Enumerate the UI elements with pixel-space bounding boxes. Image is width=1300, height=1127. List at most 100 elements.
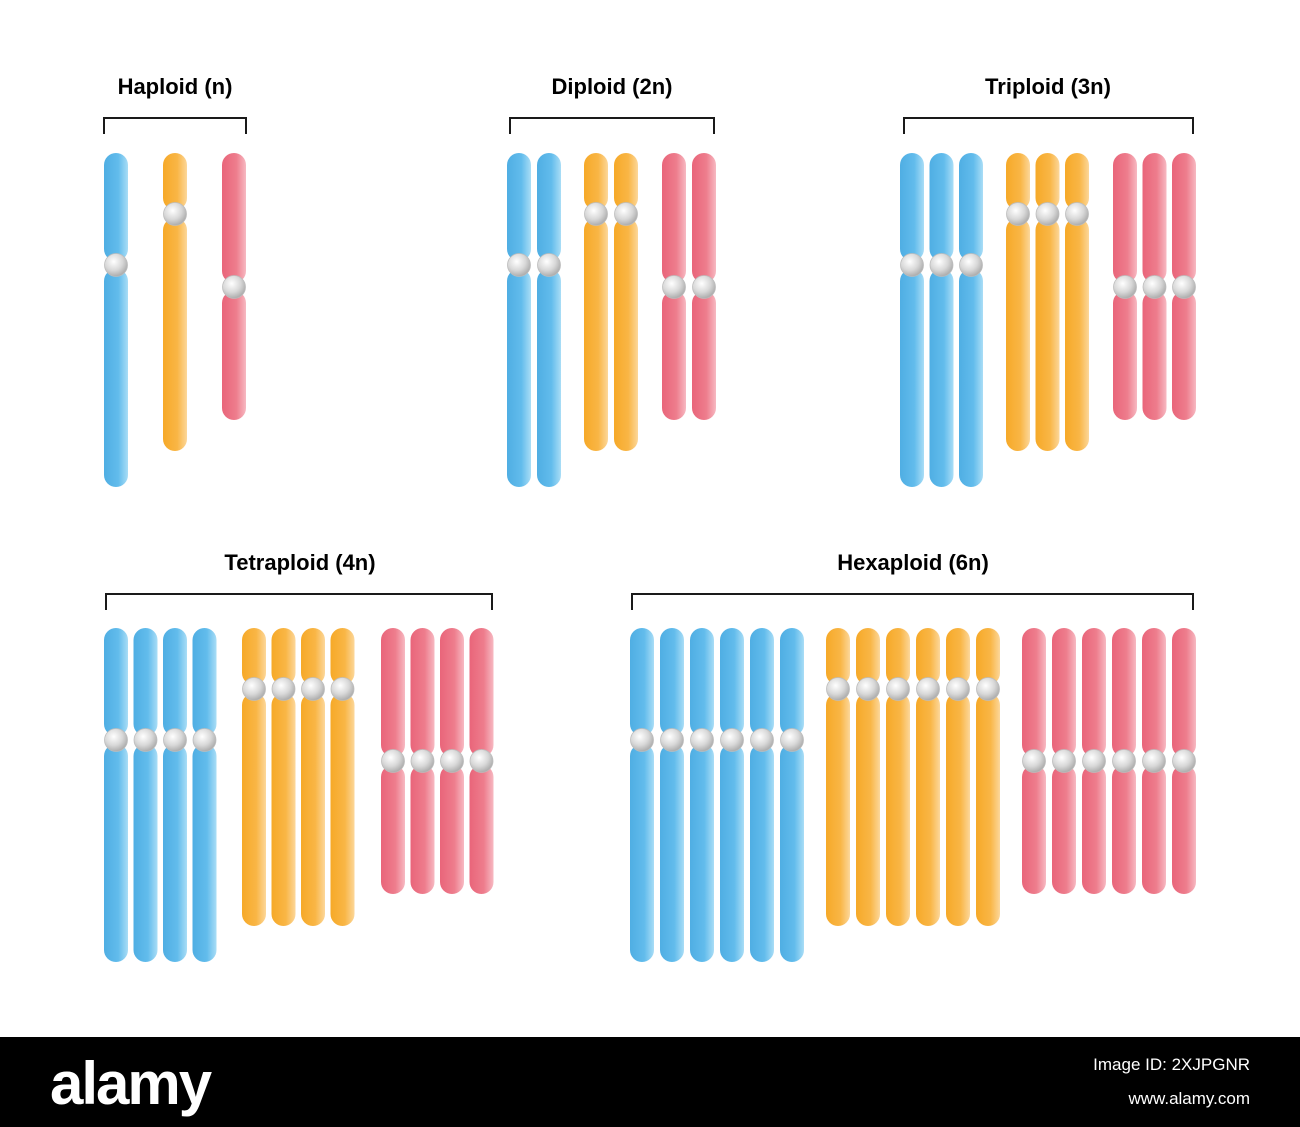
blue-chromosome [959, 153, 983, 487]
chromosome-arm-upper [1035, 153, 1060, 210]
blue-chromosome [690, 628, 714, 962]
tetraploid-title: Tetraploid (4n) [224, 550, 375, 575]
chromosome-arm-upper [410, 628, 435, 757]
blue-chromosome [537, 153, 561, 487]
centromere [584, 202, 608, 226]
chromosome-arm-upper [222, 153, 246, 283]
centromere [271, 677, 296, 701]
watermark-logo: alamy [50, 1050, 212, 1117]
orange-chromosome [584, 153, 608, 451]
chromosome-arm-lower [690, 744, 714, 962]
orange-chromosome [1006, 153, 1030, 451]
red-chromosome-group [222, 153, 246, 420]
orange-chromosome-group [584, 153, 638, 451]
chromosome-arm-lower [381, 765, 405, 894]
chromosome-arm-lower [660, 744, 684, 962]
chromosome-arm-lower [1172, 291, 1196, 420]
chromosome-arm-upper [660, 628, 684, 736]
chromosome-arm-lower [104, 269, 128, 487]
blue-chromosome [929, 153, 954, 487]
chromosome-arm-lower [1142, 765, 1166, 894]
orange-chromosome [614, 153, 638, 451]
chromosome-arm-lower [163, 218, 187, 451]
chromosome-arm-lower [826, 693, 850, 926]
red-chromosome [1142, 628, 1166, 894]
chromosome-arm-upper [692, 153, 716, 283]
centromere [301, 677, 325, 701]
centromere [1052, 749, 1076, 773]
chromosome-arm-upper [886, 628, 910, 685]
centromere [826, 677, 850, 701]
chromosome-arm-lower [692, 291, 716, 420]
centromere [976, 677, 1000, 701]
chromosome-arm-upper [946, 628, 970, 685]
orange-chromosome [163, 153, 187, 451]
chromosome-arm-upper [1172, 153, 1196, 283]
ploidy-diagram: Haploid (n) Diploid (2n) Triploid (3n) T… [103, 74, 1196, 962]
centromere [1022, 749, 1046, 773]
chromosome-arm-upper [133, 628, 158, 736]
centromere [1172, 275, 1196, 299]
centromere [692, 275, 716, 299]
chromosome-arm-lower [271, 693, 296, 926]
chromosome-arm-lower [1065, 218, 1089, 451]
chromosome-arm-lower [720, 744, 744, 962]
red-chromosome-group [1113, 153, 1196, 420]
chromosome-arm-upper [826, 628, 850, 685]
red-chromosome [1052, 628, 1076, 894]
chromosome-arm-upper [1082, 628, 1106, 757]
blue-chromosome-group [104, 628, 217, 962]
chromosome-arm-upper [537, 153, 561, 261]
chromosome-arm-lower [900, 269, 924, 487]
hexaploid-title: Hexaploid (6n) [837, 550, 989, 575]
chromosome-arm-lower [1022, 765, 1046, 894]
footer-bar: alamy Image ID: 2XJPGNR www.alamy.com [0, 1037, 1300, 1127]
blue-chromosome [192, 628, 217, 962]
blue-chromosome [780, 628, 804, 962]
chromosome-arm-upper [163, 153, 187, 210]
chromosome-arm-upper [104, 153, 128, 261]
chromosome-arm-lower [301, 693, 325, 926]
chromosome-arm-upper [959, 153, 983, 261]
chromosome-arm-upper [720, 628, 744, 736]
orange-chromosome-group [826, 628, 1000, 926]
chromosome-arm-upper [630, 628, 654, 736]
centromere [886, 677, 910, 701]
centromere [1172, 749, 1196, 773]
blue-chromosome [720, 628, 744, 962]
blue-chromosome [900, 153, 924, 487]
chromosome-arm-upper [507, 153, 531, 261]
chromosome-arm-lower [1035, 218, 1060, 451]
orange-chromosome [242, 628, 266, 926]
chromosome-arm-lower [469, 765, 494, 894]
image-id: Image ID: 2XJPGNR [1093, 1055, 1250, 1074]
centromere [192, 728, 217, 752]
red-chromosome-group [381, 628, 494, 894]
blue-chromosome-group [104, 153, 128, 487]
red-chromosome [469, 628, 494, 894]
chromosome-arm-lower [929, 269, 954, 487]
centromere [381, 749, 405, 773]
bracket [631, 593, 1194, 610]
chromosome-arm-upper [900, 153, 924, 261]
red-chromosome [440, 628, 464, 894]
centromere [104, 728, 128, 752]
centromere [856, 677, 880, 701]
bracket [103, 117, 247, 134]
orange-chromosome [301, 628, 325, 926]
chromosome-arm-upper [856, 628, 880, 685]
red-chromosome [1142, 153, 1167, 420]
chromosome-arm-lower [537, 269, 561, 487]
centromere [222, 275, 246, 299]
chromosome-arm-upper [104, 628, 128, 736]
haploid-panel: Haploid (n) [103, 74, 247, 487]
centromere [1142, 275, 1167, 299]
chromosome-arm-lower [1113, 291, 1137, 420]
chromosome-arm-upper [929, 153, 954, 261]
orange-chromosome-group [1006, 153, 1089, 451]
chromosome-arm-upper [242, 628, 266, 685]
chromosome-arm-upper [1112, 628, 1136, 757]
orange-chromosome [330, 628, 355, 926]
centromere [614, 202, 638, 226]
chromosome-arm-upper [750, 628, 774, 736]
